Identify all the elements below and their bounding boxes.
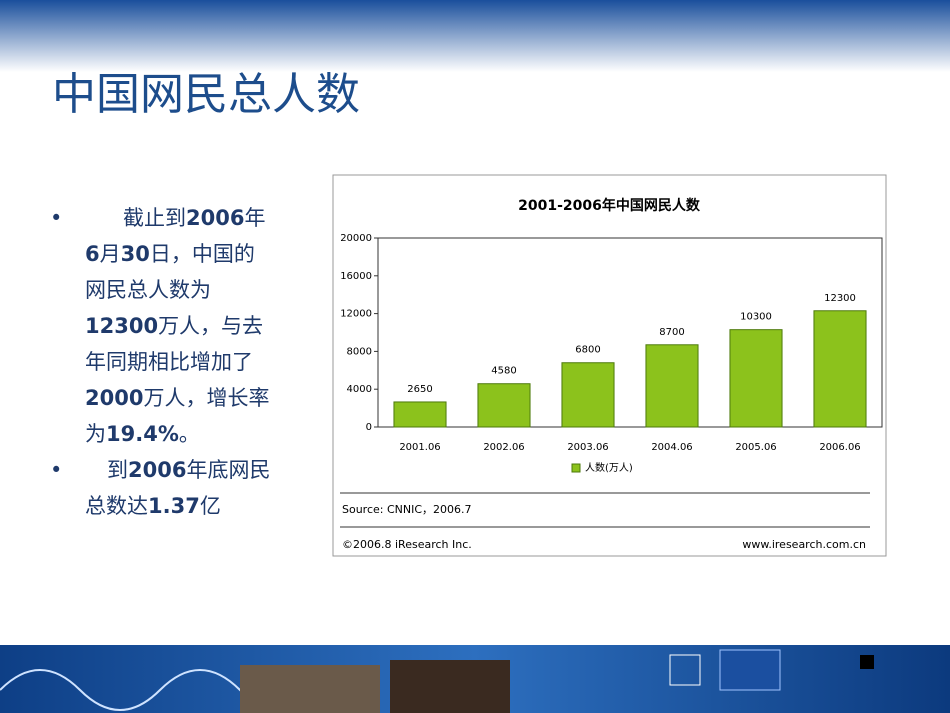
footer-decoration [719,649,781,691]
bullet-text: 。 [178,422,200,446]
value-label: 2650 [407,384,432,395]
bullet-text: 万人，增长率为 [85,386,270,446]
bullet-text: 19.4% [106,422,179,446]
x-tick-label: 2003.06 [567,442,608,453]
bar [645,344,699,428]
bullet-text: 日，中国的网民总人数为 [85,242,255,302]
bullet-text: 到 [107,458,128,482]
bullet-text: 30 [120,242,150,266]
y-tick-label: 0 [366,422,372,433]
footer-right: www.iresearch.com.cn [742,538,866,551]
footer-left: ©2006.8 iResearch Inc. [342,538,472,551]
bullet-text: 年底网民总数达 [85,458,271,518]
plot-area [377,237,883,428]
bullet-text: 万人，与去年同期相比增加了 [85,314,264,374]
x-tick-label: 2002.06 [483,442,524,453]
x-tick-label: 2005.06 [735,442,776,453]
footer-decoration [860,655,874,669]
bar [813,310,867,428]
bullet-text: 亿 [199,494,221,518]
value-label: 10300 [740,312,772,323]
bullet-text: 2000 [85,386,144,410]
chart: 2001-2006年中国网民人数 Source: CNNIC，2006.7 ©2… [340,197,883,551]
footer-decoration [669,654,701,686]
legend-swatch [571,463,581,473]
x-tick-label: 2006.06 [819,442,860,453]
y-tick-label: 16000 [340,271,372,282]
bar [477,383,531,428]
bullet-text: 月 [99,242,121,266]
y-tick-label: 20000 [340,233,372,244]
x-tick-label: 2004.06 [651,442,692,453]
value-label: 4580 [491,366,516,377]
bullet: 截止到2006年 6月30日，中国的网民总人数为 12300万人，与去年同期相比增加… [50,200,275,452]
bullet-text: 12300 [85,314,159,338]
bar [393,401,447,428]
bar [561,362,615,428]
y-tick-label: 8000 [347,346,372,357]
slide-title: 中国网民总人数 [52,69,360,120]
bullet-list: 截止到2006年6月30日，中国的网民总人数为12300万人，与去年同期相比增加… [50,200,275,524]
value-label: 8700 [659,327,684,338]
x-tick-label: 2001.06 [399,442,440,453]
header-band [0,0,950,72]
bullet-text: 1.37 [148,494,200,518]
source: Source: CNNIC，2006.7 [342,503,472,516]
bullet-text: 2006 [186,206,245,230]
y-tick-label: 12000 [340,309,372,320]
value-label: 12300 [824,293,856,304]
chart-title: 2001-2006年中国网民人数 [518,197,701,214]
y-tick-label: 4000 [347,384,372,395]
bullet-text: 截止到 [123,206,186,230]
bullet-text: 年 [244,206,266,230]
footer-photo [240,665,380,713]
bullet-text: 2006 [128,458,187,482]
bullet-text: 6 [85,242,100,266]
value-label: 6800 [575,345,600,356]
bar [729,329,783,428]
bullet: 到2006年底网民总数达1.37亿 [50,452,275,524]
footer-photo [390,660,510,713]
legend-label: 人数(万人) [585,461,633,474]
